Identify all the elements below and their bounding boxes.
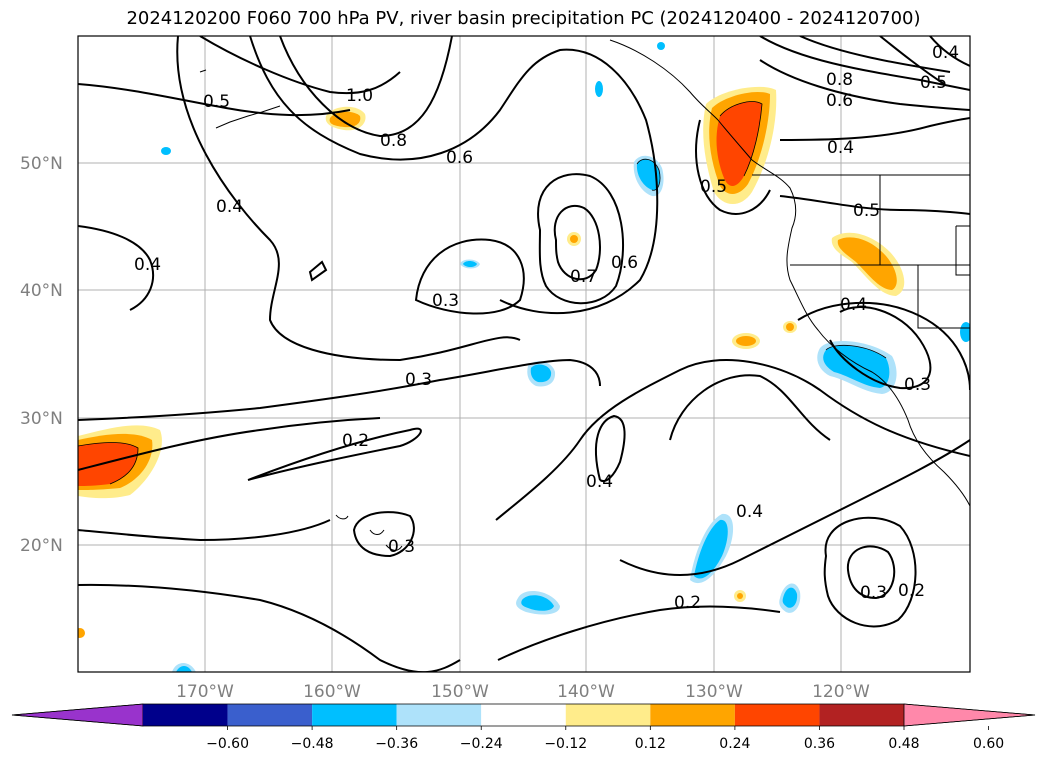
contour-label: 0.6 [826, 91, 853, 111]
contour-label: 0.5 [203, 92, 230, 112]
contour-label: 0.4 [736, 502, 763, 522]
contour-label: 0.3 [860, 583, 887, 603]
contour-label: 0.4 [134, 255, 161, 275]
contour-label: 0.3 [904, 375, 931, 395]
precip-negative-area [636, 159, 661, 191]
colorbar-tick-label: −0.24 [460, 736, 503, 752]
colorbar-box [312, 704, 397, 726]
coastline [199, 39, 970, 551]
contour-label: 0.4 [827, 138, 854, 158]
contour-label: 1.0 [346, 86, 373, 106]
colorbar-box [650, 704, 735, 726]
colorbar-box [396, 704, 482, 726]
lon-label: 150°W [431, 682, 489, 702]
precip-negative-area [530, 364, 552, 383]
contour-label: 0.7 [570, 267, 597, 287]
map-area [78, 36, 970, 672]
colorbar-box [143, 704, 228, 726]
colorbar-tick-label: 0.48 [888, 736, 919, 752]
contour-label: 0.4 [216, 197, 243, 217]
contour-label: 0.4 [840, 295, 867, 315]
colorbar-tick-label: −0.48 [291, 736, 334, 752]
colorbar-extend-high [903, 703, 1036, 727]
precip-positive-area [837, 237, 897, 290]
lon-label: 120°W [812, 682, 870, 702]
precip-negative-area [657, 42, 665, 50]
precip-positive-area [78, 442, 138, 486]
lat-label: 20°N [20, 536, 63, 556]
colorbar-tick-label: −0.12 [544, 736, 587, 752]
precip-positive-area [736, 336, 756, 346]
contour-label: 0.2 [898, 581, 925, 601]
colorbar-box [734, 704, 820, 726]
precip-negative-area [463, 261, 477, 267]
contour-label: 0.3 [432, 291, 459, 311]
colorbar-box [565, 704, 651, 726]
map-frame [77, 35, 971, 673]
precip-positive-area [329, 111, 361, 128]
colorbar-extend-low [11, 703, 144, 727]
precip-negative-area [176, 666, 192, 672]
contour-label: 0.4 [586, 472, 613, 492]
precip-negative-area [595, 81, 603, 97]
precip-positive-area [786, 323, 794, 331]
precip-negative-area [521, 595, 554, 611]
colorbar-tick-label: −0.60 [206, 736, 249, 752]
precip-positive-area [737, 593, 743, 599]
contour-label: 0.3 [405, 370, 432, 390]
contour-label: 0.5 [700, 177, 727, 197]
colorbar-tick-label: 0.24 [719, 736, 750, 752]
lat-labels: 50°N 40°N 30°N 20°N [20, 154, 63, 556]
contour-label: 0.6 [446, 148, 473, 168]
colorbar-box [481, 704, 566, 726]
contour-label: 0.6 [611, 253, 638, 273]
lat-label: 40°N [20, 281, 63, 301]
contour-label: 0.3 [388, 537, 415, 557]
precip-negative-area [960, 322, 970, 342]
contour-labels: 0.5 1.0 0.8 0.6 0.4 0.4 0.3 0.7 0.6 0.5 … [134, 43, 959, 613]
lon-label: 160°W [303, 682, 361, 702]
colorbar-tick-label: 0.60 [973, 736, 1004, 752]
colorbar-tick-label: 0.36 [804, 736, 835, 752]
precip-negative-area [782, 587, 798, 608]
colorbar-tick-label: 0.12 [635, 736, 666, 752]
precip-negative-area [823, 345, 890, 388]
lon-label: 140°W [557, 682, 615, 702]
precip-positive-area [78, 628, 85, 638]
lon-label: 170°W [176, 682, 234, 702]
contour-label: 0.8 [826, 70, 853, 90]
precip-negative-area [161, 147, 171, 155]
contour-label: 0.8 [380, 131, 407, 151]
lat-label: 50°N [20, 154, 63, 174]
contour-label: 0.5 [853, 201, 880, 221]
contour-label: 0.2 [342, 431, 369, 451]
contour-label: 0.5 [920, 73, 947, 93]
colorbar-tick-label: −0.36 [375, 736, 418, 752]
precip-positive-area [570, 235, 578, 243]
precip-negative-area [694, 519, 728, 579]
lon-labels: 170°W 160°W 150°W 140°W 130°W 120°W [176, 682, 870, 702]
colorbar-box [819, 704, 904, 726]
colorbar-box [227, 704, 313, 726]
contour-label: 0.4 [932, 43, 959, 63]
contour-label: 0.2 [674, 593, 701, 613]
lon-label: 130°W [685, 682, 743, 702]
precip-positive-area [716, 101, 762, 186]
colorbar-outline [11, 703, 1036, 727]
colorbar: −0.60 −0.48 −0.36 −0.24 −0.12 0.12 0.24 0.36 0.4… [11, 703, 1036, 752]
lat-label: 30°N [20, 409, 63, 429]
map-title: 2024120200 F060 700 hPa PV, river basin … [126, 8, 921, 29]
pv-contours [78, 36, 970, 672]
